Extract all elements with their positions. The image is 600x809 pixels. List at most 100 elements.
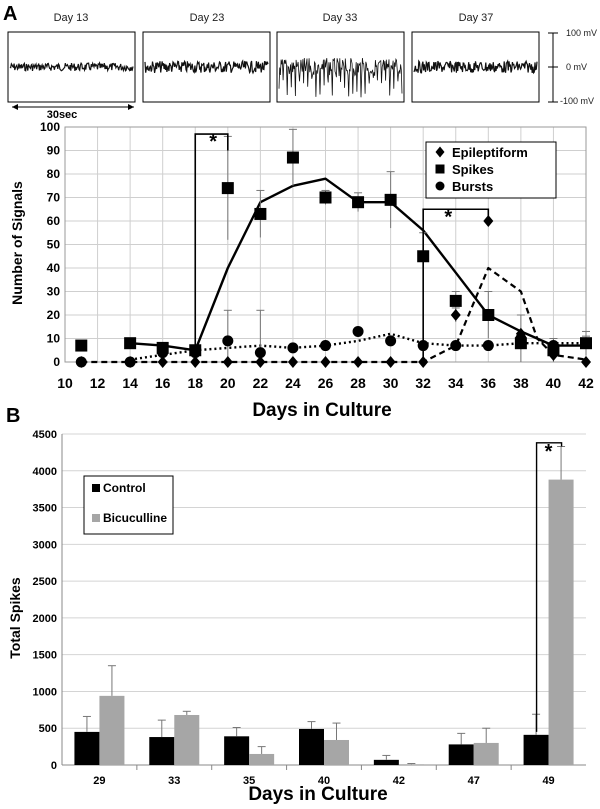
y-tick-label: 0 <box>53 355 60 369</box>
data-point-epileptiform <box>320 356 331 368</box>
y-tick-label: 2500 <box>33 576 57 588</box>
x-tick-label: 33 <box>168 775 180 787</box>
y-tick-label: 40 <box>47 261 61 275</box>
voltage-trace <box>278 57 403 98</box>
legend-label: Spikes <box>452 162 494 177</box>
time-scale-label: 30sec <box>47 109 78 121</box>
y-tick-label: 10 <box>47 332 61 346</box>
legend-marker-bursts <box>435 181 445 191</box>
data-point-bursts <box>75 356 87 368</box>
significance-bracket <box>535 442 563 732</box>
bar-control <box>448 744 474 765</box>
bar-bicuculline <box>473 742 499 765</box>
scale-label: 100 mV <box>566 28 597 38</box>
x-tick-label: 47 <box>468 775 480 787</box>
y-tick-label: 3000 <box>33 539 57 551</box>
bar-bicuculline <box>398 764 424 765</box>
trace-day-label: Day 33 <box>323 12 358 24</box>
y-axis-label: Total Spikes <box>7 577 23 659</box>
significance-star: * <box>545 441 553 463</box>
trace-day-label: Day 23 <box>190 12 225 24</box>
y-tick-label: 1000 <box>33 686 57 698</box>
y-tick-label: 0 <box>51 760 57 772</box>
x-tick-label: 22 <box>253 375 269 391</box>
x-tick-label: 10 <box>57 375 73 391</box>
x-tick-label: 12 <box>90 375 106 391</box>
data-point-epileptiform <box>353 356 364 368</box>
data-point-bursts <box>287 342 299 354</box>
data-point-bursts <box>450 340 462 352</box>
y-tick-label: 500 <box>39 723 57 735</box>
x-tick-label: 35 <box>243 775 255 787</box>
data-point-epileptiform <box>255 356 266 368</box>
bar-control <box>373 759 399 765</box>
data-point-bursts <box>222 335 234 347</box>
significance-bracket <box>422 208 490 358</box>
bar-bicuculline <box>324 739 349 765</box>
y-tick-label: 4500 <box>33 429 57 441</box>
trace-day-label: Day 37 <box>459 12 494 24</box>
x-tick-label: 16 <box>155 375 171 391</box>
significance-star: * <box>209 131 217 153</box>
bar-bicuculline <box>174 714 200 765</box>
data-point-spikes <box>384 193 397 206</box>
y-tick-label: 50 <box>47 238 61 252</box>
panel-label-a: A <box>3 3 17 25</box>
x-tick-label: 42 <box>578 375 594 391</box>
x-tick-label: 38 <box>513 375 529 391</box>
data-point-epileptiform <box>581 356 591 368</box>
x-tick-label: 49 <box>542 775 554 787</box>
data-point-epileptiform <box>418 356 429 368</box>
data-point-epileptiform <box>222 356 233 368</box>
legend-label: Epileptiform <box>452 145 528 160</box>
data-point-bursts <box>254 347 266 359</box>
x-tick-label: 29 <box>93 775 105 787</box>
data-point-epileptiform <box>157 356 168 368</box>
y-tick-label: 90 <box>47 144 61 158</box>
legend-marker-epileptiform <box>435 146 445 158</box>
x-tick-label: 34 <box>448 375 464 391</box>
y-tick-label: 3500 <box>33 503 57 515</box>
voltage-trace <box>9 61 134 73</box>
x-tick-label: 28 <box>350 375 366 391</box>
trace-day-label: Day 13 <box>54 12 89 24</box>
trend-line-epileptiform <box>81 266 587 364</box>
x-tick-label: 42 <box>393 775 405 787</box>
x-axis-label: Days in Culture <box>252 400 391 421</box>
data-point-spikes <box>352 196 365 209</box>
legend-label: Bicuculline <box>103 511 167 525</box>
bar-bicuculline <box>99 695 125 765</box>
y-tick-label: 60 <box>47 214 61 228</box>
panel-label-b: B <box>6 405 20 427</box>
y-tick-label: 1500 <box>33 650 57 662</box>
bar-bicuculline <box>249 753 275 765</box>
trend-line-bursts <box>129 332 586 361</box>
data-point-bursts <box>482 340 494 352</box>
data-point-epileptiform <box>450 309 461 321</box>
legend-box <box>425 141 557 199</box>
voltage-traces: Day 13 Day 23 Day 33 Day 37 100 mV 0 mV … <box>7 12 597 121</box>
x-tick-label: 32 <box>415 375 431 391</box>
data-point-bursts <box>189 347 201 359</box>
x-tick-label: 36 <box>481 375 497 391</box>
x-tick-label: 14 <box>122 375 138 391</box>
significance-bracket <box>194 133 229 351</box>
x-tick-label: 20 <box>220 375 236 391</box>
significance-star: * <box>444 206 452 228</box>
y-tick-label: 70 <box>47 191 61 205</box>
data-point-bursts <box>547 340 559 352</box>
voltage-trace <box>413 59 538 75</box>
bar-control <box>224 736 250 765</box>
legend-swatch-bicuculline <box>92 514 100 522</box>
y-tick-label: 2000 <box>33 613 57 625</box>
x-tick-label: 26 <box>318 375 334 391</box>
x-tick-label: 24 <box>285 375 301 391</box>
x-tick-label: 40 <box>318 775 330 787</box>
data-point-epileptiform <box>385 356 396 368</box>
data-point-spikes <box>482 309 495 321</box>
data-point-bursts <box>580 337 592 349</box>
data-point-epileptiform <box>483 215 494 227</box>
data-point-bursts <box>352 325 364 337</box>
legend-label: Control <box>103 481 146 495</box>
